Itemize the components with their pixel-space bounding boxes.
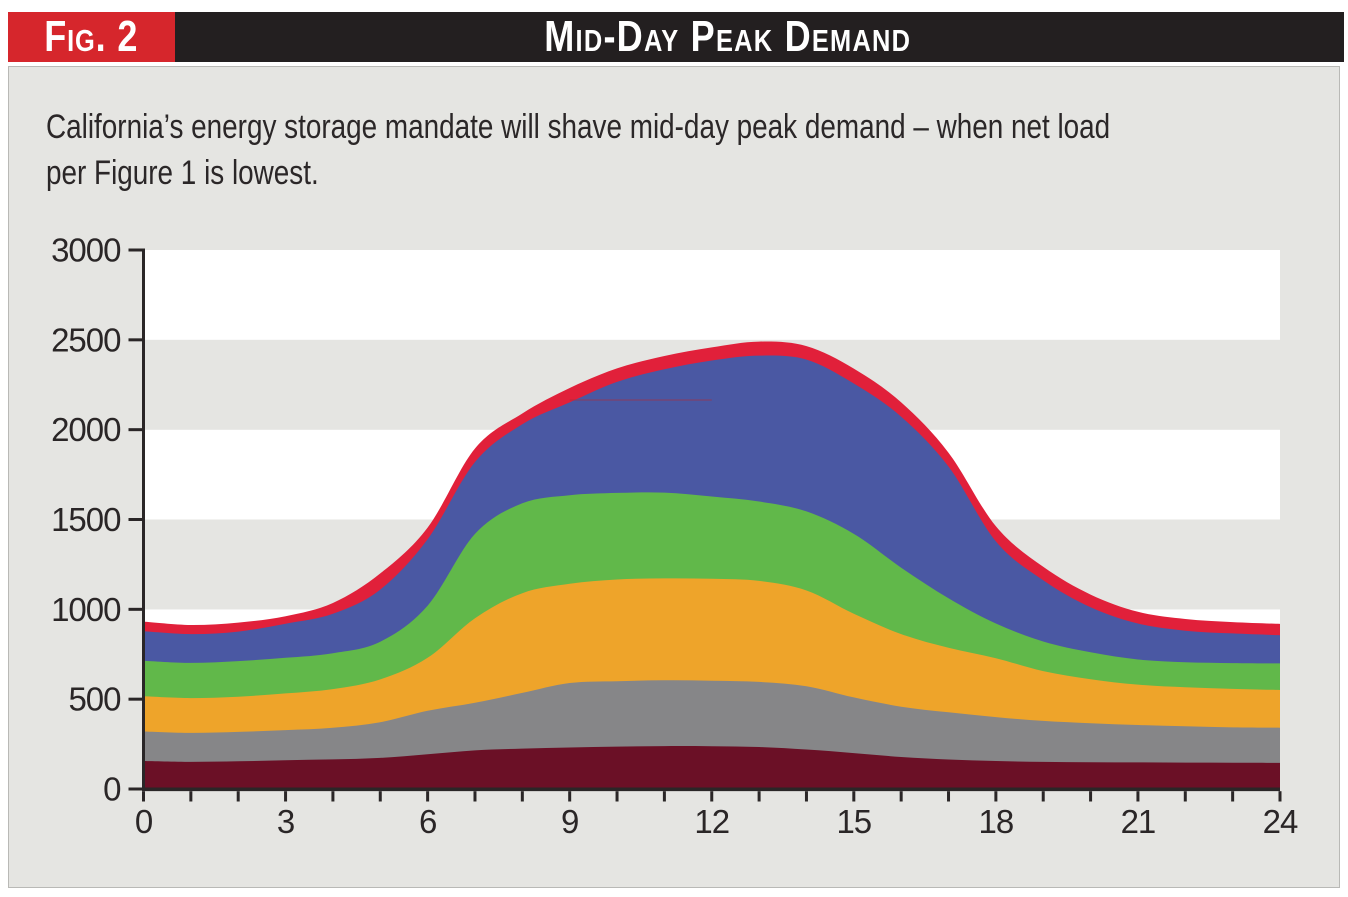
y-tick-label-1500: 1500	[51, 501, 121, 538]
x-tick-label-18: 18	[979, 803, 1014, 840]
x-tick-label-15: 15	[836, 803, 871, 840]
figure-number-label: Fig. 2	[44, 12, 139, 61]
y-tick-label-500: 500	[68, 681, 121, 718]
band-2500-3000	[143, 250, 1280, 340]
y-tick-label-0: 0	[103, 771, 121, 808]
figure-header-bar: Fig. 2 Mid-Day Peak Demand	[8, 12, 1344, 62]
axes	[128, 248, 1282, 802]
caption-line-1: California’s energy storage mandate will…	[46, 108, 1111, 146]
x-tick-label-0: 0	[135, 803, 153, 840]
x-tick-label-6: 6	[419, 803, 436, 840]
x-tick-label-21: 21	[1121, 803, 1156, 840]
tick-labels: 0 500 1000 1500 2000 2500 3000 0 3 6 9 12 15 18 21 24	[51, 232, 1299, 841]
x-tick-label-24: 24	[1263, 803, 1298, 840]
x-tick-label-12: 12	[694, 803, 729, 840]
figure-caption: California’s energy storage mandate will…	[46, 104, 1110, 196]
figure-title: Mid-Day Peak Demand	[544, 12, 912, 61]
figure-title-wrap: Mid-Day Peak Demand	[8, 12, 1344, 62]
figure-number-tag: Fig. 2	[8, 12, 175, 62]
area-layer-1-dark-maroon	[143, 746, 1280, 789]
y-tick-label-1000: 1000	[51, 591, 121, 628]
caption-line-2: per Figure 1 is lowest.	[46, 154, 319, 192]
stacked-areas	[143, 341, 1280, 789]
y-tick-label-2500: 2500	[51, 321, 121, 358]
x-tick-label-9: 9	[561, 803, 578, 840]
y-tick-label-3000: 3000	[51, 232, 121, 269]
y-tick-label-2000: 2000	[51, 411, 121, 448]
x-tick-label-3: 3	[277, 803, 294, 840]
